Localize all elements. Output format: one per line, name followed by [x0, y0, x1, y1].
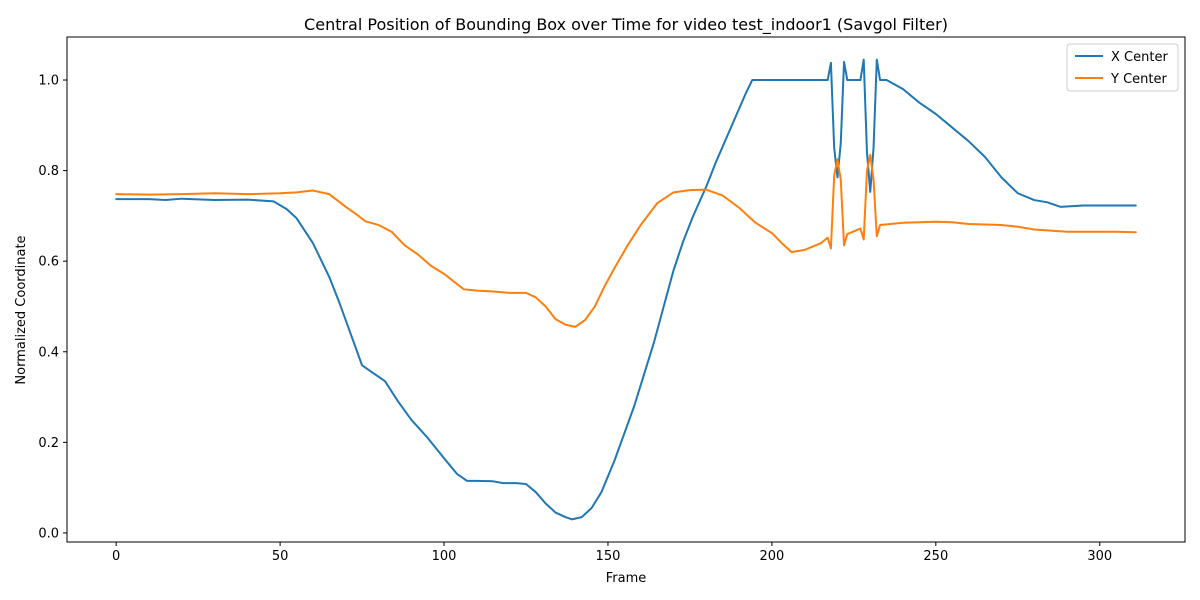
x-tick-label: 50: [272, 549, 289, 564]
legend-label-y-center: Y Center: [1110, 72, 1167, 87]
y-tick-label: 0.2: [38, 436, 59, 451]
plot-area: 0 50 100 150 200 250 300 0.0 0.2 0.4 0.6 0.8 1.0: [38, 36, 1186, 564]
x-axis: 0 50 100 150 200 250 300: [112, 542, 1112, 564]
y-tick-label: 0.4: [38, 345, 59, 360]
series-line-x-center: [115, 58, 1137, 521]
plot-frame: [66, 36, 1186, 543]
x-tick-label: 300: [1087, 549, 1112, 564]
x-tick-label: 150: [596, 549, 621, 564]
legend: X Center Y Center: [1066, 43, 1179, 92]
x-axis-title: Frame: [606, 571, 647, 586]
y-axis: 0.0 0.2 0.4 0.6 0.8 1.0: [38, 74, 67, 541]
y-tick-label: 0.0: [38, 526, 59, 541]
y-tick-label: 0.6: [38, 255, 59, 270]
x-tick-label: 250: [923, 549, 948, 564]
x-tick-label: 200: [759, 549, 784, 564]
x-tick-label: 100: [432, 549, 457, 564]
y-tick-label: 0.8: [38, 164, 59, 179]
chart-title: Central Position of Bounding Box over Ti…: [304, 15, 948, 35]
series-layer: [115, 58, 1137, 521]
legend-label-x-center: X Center: [1111, 50, 1168, 65]
series-line-y-center: [115, 153, 1137, 328]
y-tick-label: 1.0: [38, 74, 59, 89]
x-tick-label: 0: [112, 549, 120, 564]
y-axis-title: Normalized Coordinate: [14, 235, 29, 384]
